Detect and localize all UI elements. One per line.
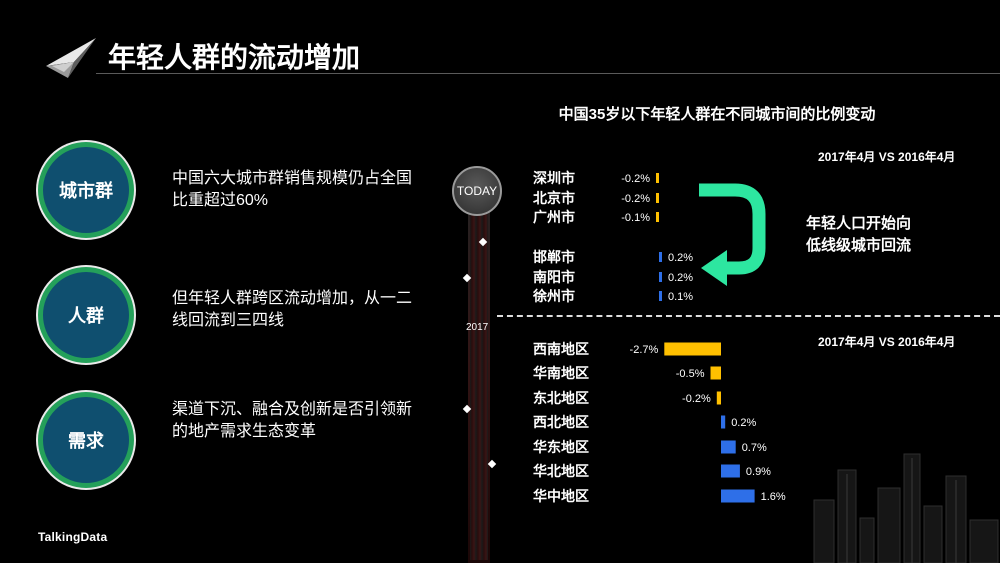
bar: [721, 489, 755, 503]
return-arrow-icon: [699, 183, 766, 286]
title-underline: [96, 73, 1000, 74]
category-label: 华北地区: [533, 463, 589, 479]
bar: [710, 366, 721, 380]
category-label: 徐州市: [532, 288, 575, 304]
data-label: -0.1%: [621, 212, 650, 224]
data-label: 0.1%: [668, 291, 693, 303]
bubble-population-text: 但年轻人群跨区流动增加，从一二线回流到三四线: [172, 290, 413, 329]
chart-divider: [497, 315, 1000, 317]
cityscape-decoration: [813, 453, 999, 563]
category-label: 东北地区: [533, 390, 589, 406]
callout-text: 年轻人口开始向 低线级城市回流: [806, 213, 911, 257]
category-label: 深圳市: [533, 170, 575, 186]
category-label: 西北地区: [533, 414, 589, 430]
today-marker: TODAY: [452, 166, 502, 216]
bar: [656, 173, 659, 183]
bubble-city-cluster: 城市群: [38, 142, 134, 238]
bar: [659, 272, 662, 282]
category-label: 南阳市: [533, 269, 575, 285]
bubble-demand: 需求: [38, 392, 134, 488]
bar: [664, 342, 721, 356]
data-label: 0.7%: [742, 442, 767, 454]
data-label: -0.2%: [621, 173, 650, 185]
category-label: 华中地区: [533, 488, 589, 504]
data-label: 0.9%: [746, 466, 771, 478]
bar: [721, 440, 736, 454]
callout-line-2: 低线级城市回流: [806, 237, 912, 254]
category-label: 北京市: [533, 190, 575, 206]
category-label: 华南地区: [533, 365, 589, 381]
logo-icon: [46, 38, 96, 78]
chart-title: 中国35岁以下年轻人群在不同城市间的比例变动: [558, 106, 876, 123]
callout-line-1: 年轻人口开始向: [806, 215, 912, 232]
category-label: 西南地区: [533, 341, 589, 357]
data-label: -0.2%: [682, 393, 711, 405]
data-label: -0.2%: [621, 193, 650, 205]
data-label: -0.5%: [676, 368, 705, 380]
data-label: 0.2%: [668, 272, 693, 284]
category-label: 华东地区: [533, 439, 589, 455]
chart-bottom-period: 2017年4月 VS 2016年4月: [818, 335, 956, 349]
bubble-city-cluster-text: 中国六大城市群销售规模仍占全国比重超过60%: [172, 170, 413, 209]
bubble-demand-text: 渠道下沉、融合及创新是否引领新的地产需求生态变革: [172, 401, 413, 440]
data-label: 0.2%: [668, 252, 693, 264]
data-label: -2.7%: [630, 344, 659, 356]
bar: [656, 212, 659, 222]
brand-logo-text: TalkingData: [38, 530, 108, 544]
category-label: 广州市: [533, 209, 575, 225]
data-label: 0.2%: [731, 417, 756, 429]
bubble-population: 人群: [38, 267, 134, 363]
bar: [721, 415, 726, 429]
chart-top-period: 2017年4月 VS 2016年4月: [818, 150, 956, 164]
bar: [656, 193, 659, 203]
timeline-stripes: [470, 200, 488, 560]
category-label: 邯郸市: [533, 249, 575, 265]
bar: [659, 291, 662, 301]
bar: [659, 252, 662, 262]
data-label: 1.6%: [761, 491, 786, 503]
bar: [721, 464, 740, 478]
page-title: 年轻人群的流动增加: [108, 42, 361, 73]
timeline-year-label: 2017: [466, 322, 489, 333]
bar: [716, 391, 721, 405]
